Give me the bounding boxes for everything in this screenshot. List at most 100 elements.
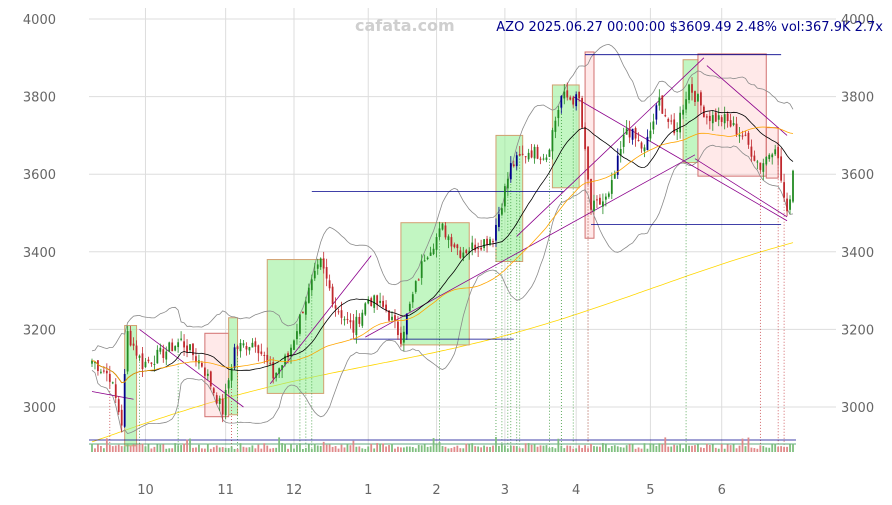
candle-body	[316, 264, 319, 269]
volume-bar	[447, 448, 450, 452]
candle-body	[697, 94, 699, 102]
candle-body	[91, 360, 93, 364]
candle-body	[601, 201, 604, 207]
candle-body	[108, 373, 111, 382]
volume-bar	[780, 446, 783, 452]
volume-bar	[248, 447, 251, 452]
volume-bar	[94, 448, 96, 452]
candle-body	[545, 157, 548, 160]
candle-body	[587, 146, 589, 180]
candle-body	[260, 351, 263, 354]
candle-body	[738, 134, 741, 137]
volume-bar	[349, 445, 352, 452]
candle-body	[512, 164, 515, 167]
candle-body	[340, 310, 343, 318]
candle-body	[708, 115, 711, 122]
candle-body	[301, 311, 304, 314]
volume-bar	[768, 447, 771, 452]
candle-body	[236, 346, 239, 350]
candle-body	[227, 380, 230, 389]
candle-body	[590, 178, 592, 210]
volume-bar	[685, 443, 687, 452]
volume-bar	[111, 446, 114, 452]
volume-bar	[474, 446, 477, 452]
candle-body	[711, 115, 714, 124]
volume-bar	[572, 448, 575, 452]
ma-20-line	[91, 110, 794, 384]
volume-bar	[272, 448, 275, 452]
volume-bar	[402, 447, 405, 452]
candle-body	[524, 156, 527, 158]
volume-bar	[352, 440, 355, 452]
candle-body	[498, 214, 500, 227]
volume-bar	[596, 446, 598, 452]
volume-bar	[304, 447, 307, 452]
candle-body	[177, 342, 180, 348]
candle-body	[501, 208, 503, 215]
candle-body	[619, 149, 622, 156]
candle-body	[94, 362, 96, 364]
volume-bar	[91, 443, 93, 452]
volume-bar	[114, 445, 117, 452]
candle-body	[426, 257, 429, 260]
candle-body	[625, 128, 628, 135]
volume-bar	[533, 443, 536, 452]
candle-body	[135, 345, 138, 356]
candle-body	[729, 120, 732, 127]
volume-bar	[183, 443, 185, 452]
volume-bar	[370, 443, 373, 452]
candle-body	[652, 121, 655, 130]
volume-bar	[180, 445, 183, 452]
volume-bar	[569, 445, 572, 452]
candle-body	[352, 320, 355, 333]
candle-body	[474, 244, 477, 251]
y-tick-label-right: 3400	[841, 246, 874, 261]
candle-body	[123, 373, 126, 427]
volume-bar	[417, 445, 420, 452]
volume-bar	[744, 446, 747, 452]
candle-body	[613, 173, 616, 179]
volume-bar	[664, 437, 667, 452]
candle-body	[717, 115, 720, 120]
volume-bar	[233, 448, 236, 452]
trend-lines	[91, 57, 788, 408]
candle-body	[120, 409, 123, 426]
volume-bar	[652, 444, 655, 452]
x-tick-label: 10	[137, 483, 154, 498]
candle-body	[203, 367, 206, 376]
trend-line	[572, 96, 788, 222]
x-tick-label: 12	[286, 483, 303, 498]
candle-body	[759, 162, 762, 170]
volume-bar	[138, 444, 141, 452]
candle-body	[599, 197, 601, 205]
candle-body	[569, 97, 572, 100]
volume-bar	[777, 446, 780, 452]
candle-body	[610, 180, 613, 194]
y-tick-label-right: 3800	[841, 91, 874, 106]
candle-body	[331, 286, 334, 305]
y-tick-label-left: 3200	[23, 323, 56, 338]
volume-bar	[156, 444, 159, 452]
candle-body	[658, 97, 661, 106]
candle-body	[370, 298, 373, 307]
volume-bar	[144, 446, 147, 452]
x-tick-label: 5	[646, 483, 654, 498]
candle-body	[367, 299, 370, 304]
candle-body	[753, 155, 756, 161]
candle-body	[346, 318, 349, 320]
volume-bar	[275, 447, 278, 452]
volume-bar	[251, 445, 254, 452]
candle-body	[322, 258, 325, 269]
volume-bar	[337, 448, 340, 452]
candle-body	[132, 343, 135, 346]
candle-body	[465, 250, 468, 253]
volume-bar	[521, 448, 524, 452]
candle-body	[391, 316, 393, 320]
candle-body	[224, 389, 227, 416]
volume-bar	[432, 438, 435, 452]
candle-body	[536, 146, 539, 159]
candle-body	[287, 353, 289, 358]
candle-body	[720, 117, 723, 122]
candle-body	[296, 331, 298, 340]
candle-body	[319, 258, 322, 268]
